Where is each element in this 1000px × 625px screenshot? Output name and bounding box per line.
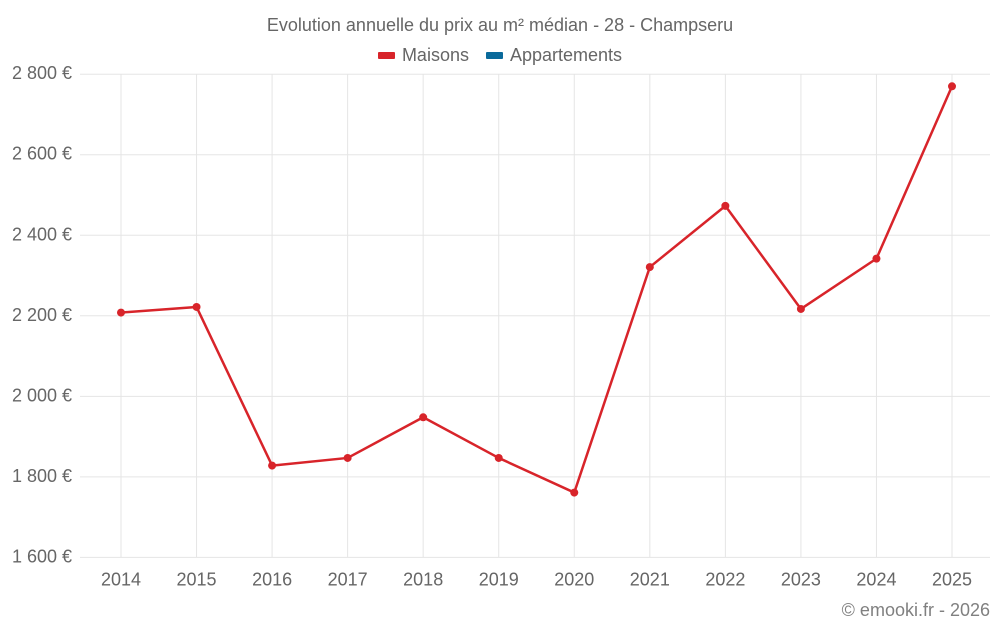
svg-text:2025: 2025	[932, 569, 972, 589]
svg-text:2022: 2022	[705, 569, 745, 589]
svg-text:2014: 2014	[101, 569, 141, 589]
svg-text:2024: 2024	[856, 569, 896, 589]
svg-text:2015: 2015	[177, 569, 217, 589]
svg-text:2 200 €: 2 200 €	[12, 305, 72, 325]
svg-text:2 800 €: 2 800 €	[12, 63, 72, 83]
svg-text:1 600 €: 1 600 €	[12, 546, 72, 566]
svg-text:2018: 2018	[403, 569, 443, 589]
svg-text:2016: 2016	[252, 569, 292, 589]
svg-text:2019: 2019	[479, 569, 519, 589]
svg-text:1 800 €: 1 800 €	[12, 466, 72, 486]
svg-text:2023: 2023	[781, 569, 821, 589]
svg-text:2021: 2021	[630, 569, 670, 589]
svg-text:2 400 €: 2 400 €	[12, 224, 72, 244]
svg-text:2 000 €: 2 000 €	[12, 385, 72, 405]
svg-text:2017: 2017	[328, 569, 368, 589]
svg-text:2 600 €: 2 600 €	[12, 144, 72, 164]
svg-text:2020: 2020	[554, 569, 594, 589]
